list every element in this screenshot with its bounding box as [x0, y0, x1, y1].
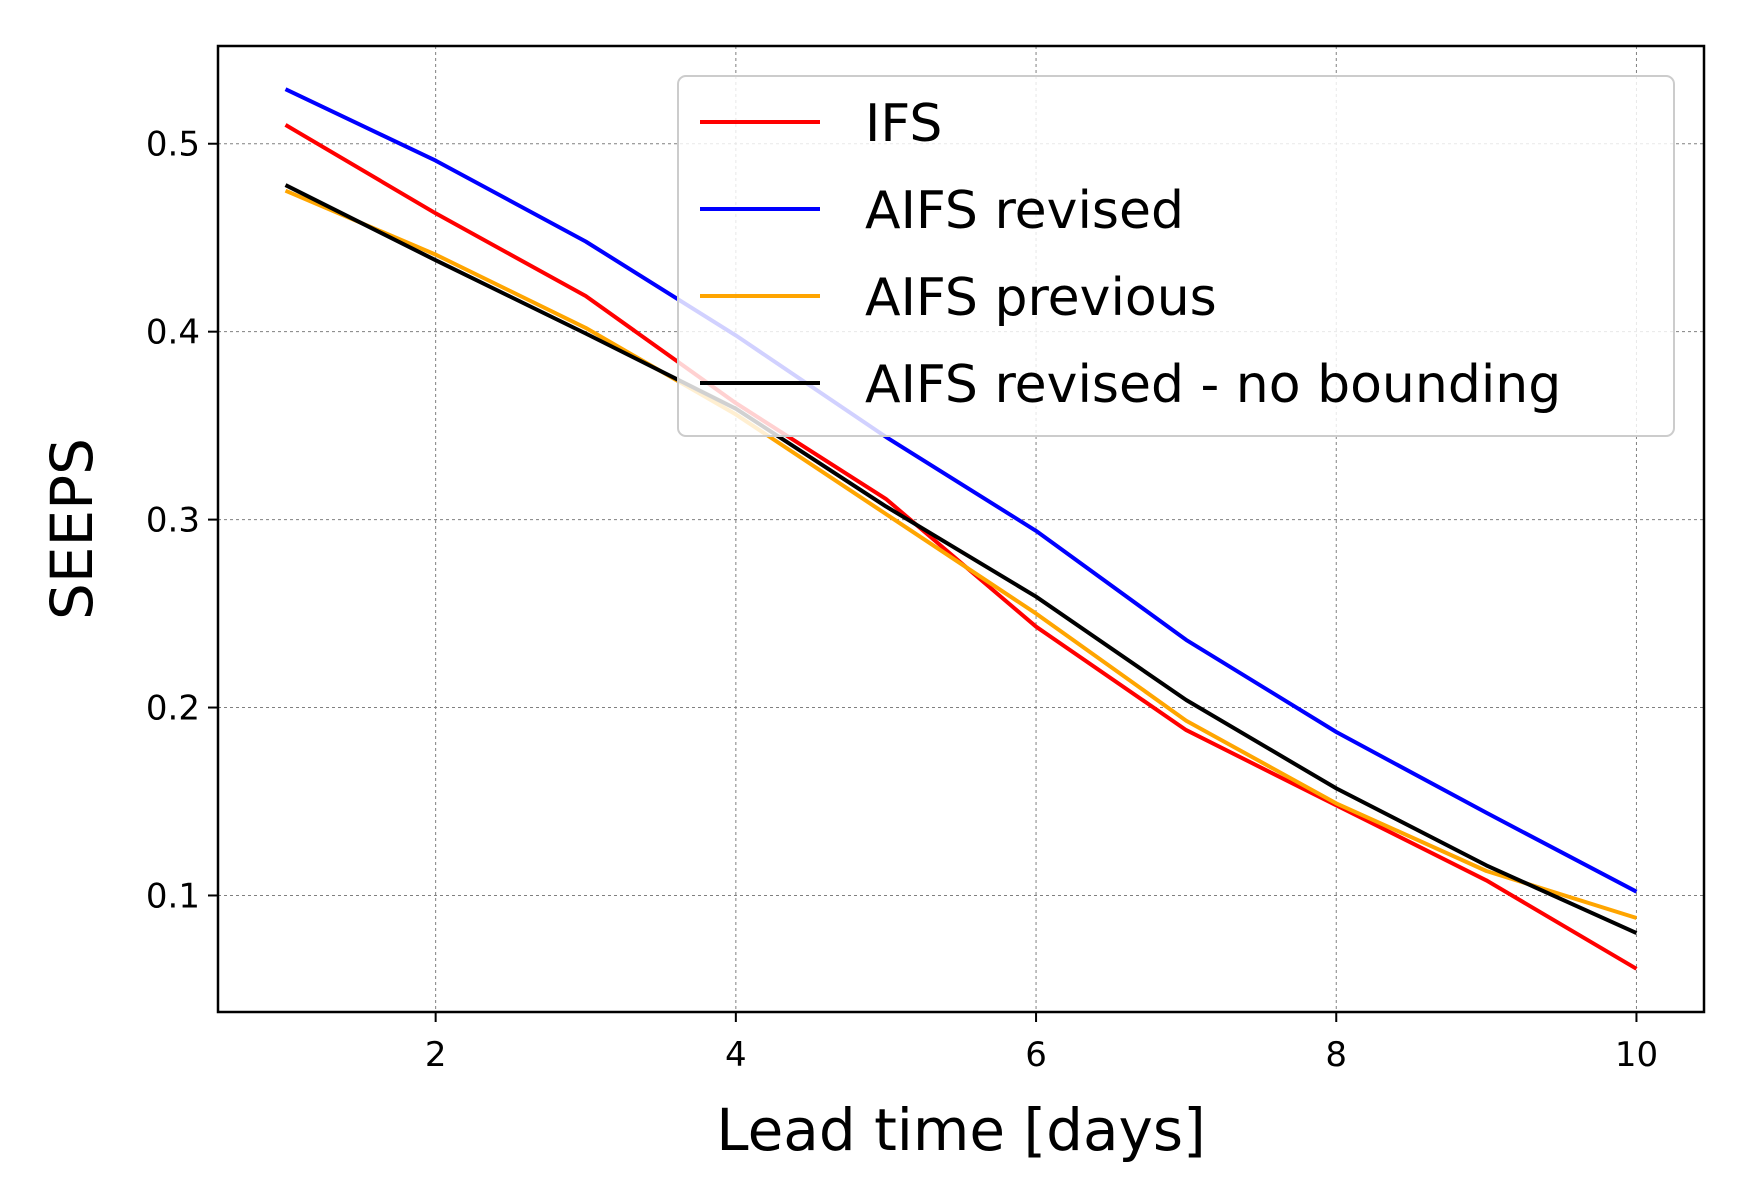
legend-label: AIFS revised [865, 181, 1184, 241]
x-tick-label: 2 [425, 1035, 447, 1075]
y-tick-label: 0.3 [146, 501, 200, 541]
series-line [284, 188, 1638, 920]
x-tick-label: 4 [725, 1035, 747, 1075]
plot-area-frame [216, 44, 1706, 1014]
x-tick-label: 8 [1325, 1035, 1347, 1075]
x-tick-label: 6 [1025, 1035, 1047, 1075]
legend-box [677, 75, 1675, 437]
legend: IFS AIFS revised AIFS previous AIFS revised… [677, 75, 1675, 437]
x-tick-label: 10 [1615, 1035, 1658, 1075]
series-line [284, 87, 1638, 894]
legend-label: AIFS revised - no bounding [865, 355, 1561, 415]
y-tick-label: 0.4 [146, 313, 200, 353]
y-tick-label: 0.2 [146, 689, 200, 729]
y-axis-title: SEEPS [38, 438, 106, 620]
y-tick-label: 0.5 [146, 125, 200, 165]
legend-label: IFS [865, 94, 942, 154]
x-axis: 2 4 6 8 10 [425, 1012, 1658, 1075]
series-lines [284, 87, 1638, 971]
legend-label: AIFS previous [865, 268, 1217, 328]
x-axis-title: Lead time [days] [716, 1096, 1205, 1164]
series-line [284, 183, 1638, 935]
y-tick-label: 0.1 [146, 876, 200, 916]
y-axis: 0.1 0.2 0.3 0.4 0.5 [146, 125, 218, 916]
